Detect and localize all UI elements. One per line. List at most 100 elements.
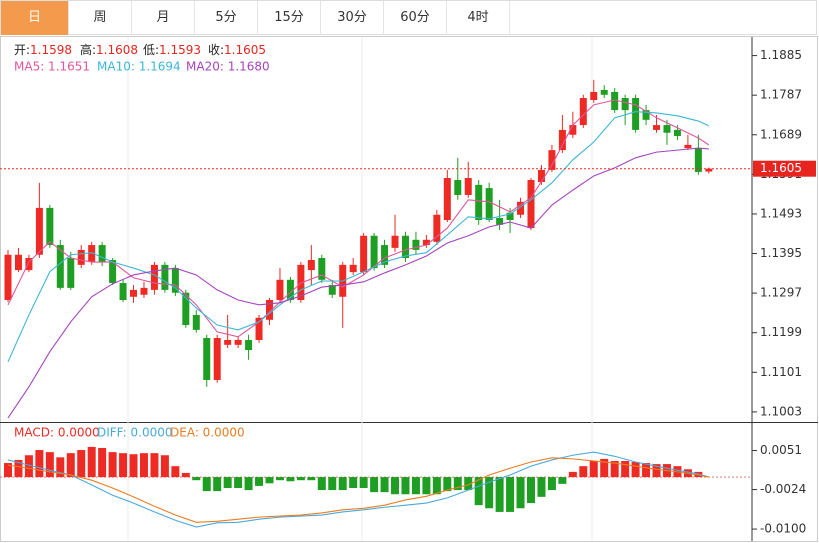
candle-body (182, 292, 190, 326)
macd-bar (4, 463, 12, 478)
y-tick-label: 1.1493 (760, 206, 802, 220)
candle-body (119, 283, 127, 300)
candle-body (98, 245, 106, 263)
period-tab[interactable]: 15分 (258, 1, 321, 35)
info-label: 收: (208, 43, 224, 57)
candle-body (245, 339, 253, 351)
macd-bar (443, 477, 452, 492)
candle-body (412, 239, 420, 250)
macd-bar (56, 457, 65, 478)
macd-bar (370, 477, 379, 493)
candle-body (590, 91, 598, 101)
period-tab[interactable]: 60分 (384, 1, 447, 35)
candle-body (171, 268, 179, 293)
macd-bar (139, 453, 148, 478)
period-tab[interactable]: 月 (132, 1, 195, 35)
macd-bar (589, 460, 598, 478)
macd-bar (537, 477, 546, 497)
y-tick-label: 1.1297 (760, 286, 802, 300)
ohlc-info: 高:1.1608 (80, 42, 138, 57)
legend-entry: MA20: 1.1680 (186, 60, 270, 74)
ohlc-info: 收:1.1605 (208, 43, 266, 57)
macd-bar (600, 458, 609, 478)
y-tick-label: 1.1787 (760, 88, 802, 102)
candle-body (109, 260, 117, 284)
macd-bar (527, 477, 535, 504)
candle-body (213, 337, 221, 380)
candle-body (203, 337, 211, 380)
macd-bar (307, 477, 316, 481)
macd-bar (495, 477, 504, 512)
candle-body (307, 260, 315, 271)
macd-bar (328, 477, 337, 491)
candle-body (579, 98, 587, 126)
candle-body (266, 299, 273, 320)
candle-body (46, 207, 54, 246)
candle-body (318, 257, 326, 280)
macd-bar (160, 455, 169, 478)
macd-bar (265, 477, 274, 484)
candle-body (684, 144, 692, 149)
macd-bar (150, 453, 159, 478)
candle-body (255, 317, 263, 340)
candle-body (558, 129, 566, 151)
period-tab[interactable]: 5分 (195, 1, 258, 35)
macd-bar (422, 477, 431, 495)
candle-body (4, 254, 12, 300)
macd-bar (579, 466, 588, 478)
info-value: 1.1605 (224, 43, 266, 57)
info-label: 开: (14, 43, 30, 57)
candle-body (642, 110, 650, 120)
macd-bar (453, 477, 462, 491)
candle-body (35, 207, 43, 255)
legend-entry: DIFF: 0.0000 (97, 426, 173, 440)
candle-body (537, 169, 545, 183)
macd-bar (171, 466, 180, 478)
macd-bar (391, 477, 400, 495)
info-label: 高: (80, 42, 96, 57)
price-tag (753, 160, 816, 177)
macd-bar (14, 459, 23, 478)
period-tab[interactable]: 周 (69, 1, 132, 35)
candle-body (67, 257, 75, 288)
candle-body (276, 279, 284, 300)
macd-bar (255, 477, 264, 486)
info-value: 1.1598 (30, 43, 72, 57)
candle-body (56, 245, 64, 288)
macd-bar (202, 477, 211, 492)
candle-body (77, 249, 85, 265)
period-tab[interactable]: 日 (1, 1, 69, 35)
candle-body (673, 129, 681, 136)
legend-entry: MACD: 0.0000 (14, 426, 100, 440)
candle-body (422, 239, 430, 246)
price-tag-label: 1.1605 (760, 161, 802, 175)
period-tab[interactable]: 30分 (321, 1, 384, 35)
macd-bar (485, 477, 494, 509)
macd-bar (401, 477, 410, 495)
macd-bar (547, 477, 556, 491)
legend-entry: MA5: 1.1651 (14, 60, 90, 74)
y-tick-label: -0.0100 (760, 522, 806, 536)
candle-body (653, 125, 661, 130)
macd-bar (181, 472, 190, 478)
macd-bar (652, 464, 661, 478)
candle-body (705, 168, 713, 172)
candle-body (663, 125, 671, 133)
y-tick-label: 1.1003 (760, 404, 802, 418)
macd-bar (432, 477, 441, 495)
period-tabs: 日周月 5分 15分 30分 60分 4时 (0, 0, 817, 35)
ohlc-info: 开:1.1598 (14, 43, 72, 57)
period-tab[interactable]: 4时 (447, 1, 510, 35)
candle-body (130, 289, 138, 297)
macd-bar (35, 450, 44, 478)
candle-body (234, 339, 242, 345)
candle-body (443, 177, 451, 221)
indicator-line (7, 99, 710, 338)
candle-body (349, 264, 357, 273)
candle-body (475, 184, 483, 221)
candle-body (297, 264, 305, 300)
ohlc-info: 低:1.1593 (143, 43, 201, 57)
macd-bar (464, 477, 473, 491)
